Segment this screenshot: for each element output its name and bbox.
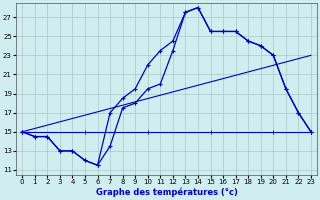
X-axis label: Graphe des températures (°c): Graphe des températures (°c) [96,188,237,197]
